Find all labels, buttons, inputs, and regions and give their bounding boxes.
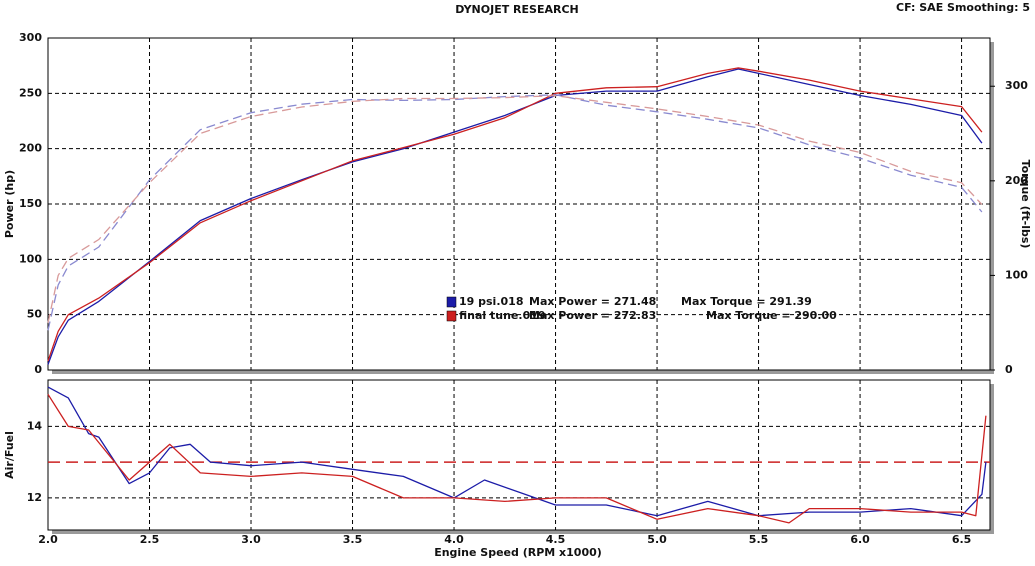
legend-swatch [446,310,457,322]
chart-subtitle: CF: SAE Smoothing: 5 [896,1,1030,14]
legend-max-power: Max Power = 271.48 [529,295,656,308]
legend-max-power: Max Power = 272.83 [529,309,656,322]
x-tick-label: 3.0 [241,533,261,546]
x-tick-label: 4.5 [546,533,566,546]
data-line [47,95,983,323]
y-tick-label: 100 [19,252,42,265]
legend-max-torque: Max Torque = 290.00 [706,309,837,322]
x-tick-label: 5.0 [647,533,667,546]
legend-name: 19 psi.018 [459,295,523,308]
y-tick-label: 0 [34,363,42,376]
y-tick-label: 150 [19,197,42,210]
y2-tick-label: 300 [1005,79,1028,92]
x-tick-label: 5.5 [749,533,769,546]
y2-tick-label: 200 [1005,174,1028,187]
y-axis-label: Power (hp) [3,170,16,238]
data-line [47,94,983,331]
y-tick-label: 200 [19,142,42,155]
y-axis-label: Air/Fuel [3,431,16,479]
data-line [47,386,987,517]
legend-entry: final tune.019Max Power = 272.83 Max Torq… [459,309,837,322]
y-tick-label: 250 [19,86,42,99]
x-tick-label: 2.0 [38,533,58,546]
x-axis-label: Engine Speed (RPM x1000) [434,546,602,559]
y2-axis-label: Torque (ft-lbs) [1019,160,1032,249]
y-tick-label: 50 [27,308,43,321]
chart-title: DYNOJET RESEARCH [455,3,578,16]
legend-max-torque: Max Torque = 291.39 [681,295,812,308]
x-tick-label: 3.5 [343,533,363,546]
x-tick-label: 4.0 [444,533,464,546]
y-tick-label: 14 [27,419,43,432]
x-tick-label: 2.5 [140,533,160,546]
x-tick-label: 6.0 [850,533,870,546]
y-tick-label: 12 [27,491,42,504]
legend-name: final tune.019 [459,309,546,322]
y2-tick-label: 100 [1005,268,1028,281]
legend-swatch [446,296,457,308]
data-line [47,393,987,524]
y2-tick-label: 0 [1005,363,1013,376]
x-tick-label: 6.5 [952,533,972,546]
legend-entry: 19 psi.018 Max Power = 271.48 Max Torque =… [459,295,812,308]
plot-area [47,379,991,531]
y-tick-label: 300 [19,31,42,44]
data-line [47,67,983,362]
